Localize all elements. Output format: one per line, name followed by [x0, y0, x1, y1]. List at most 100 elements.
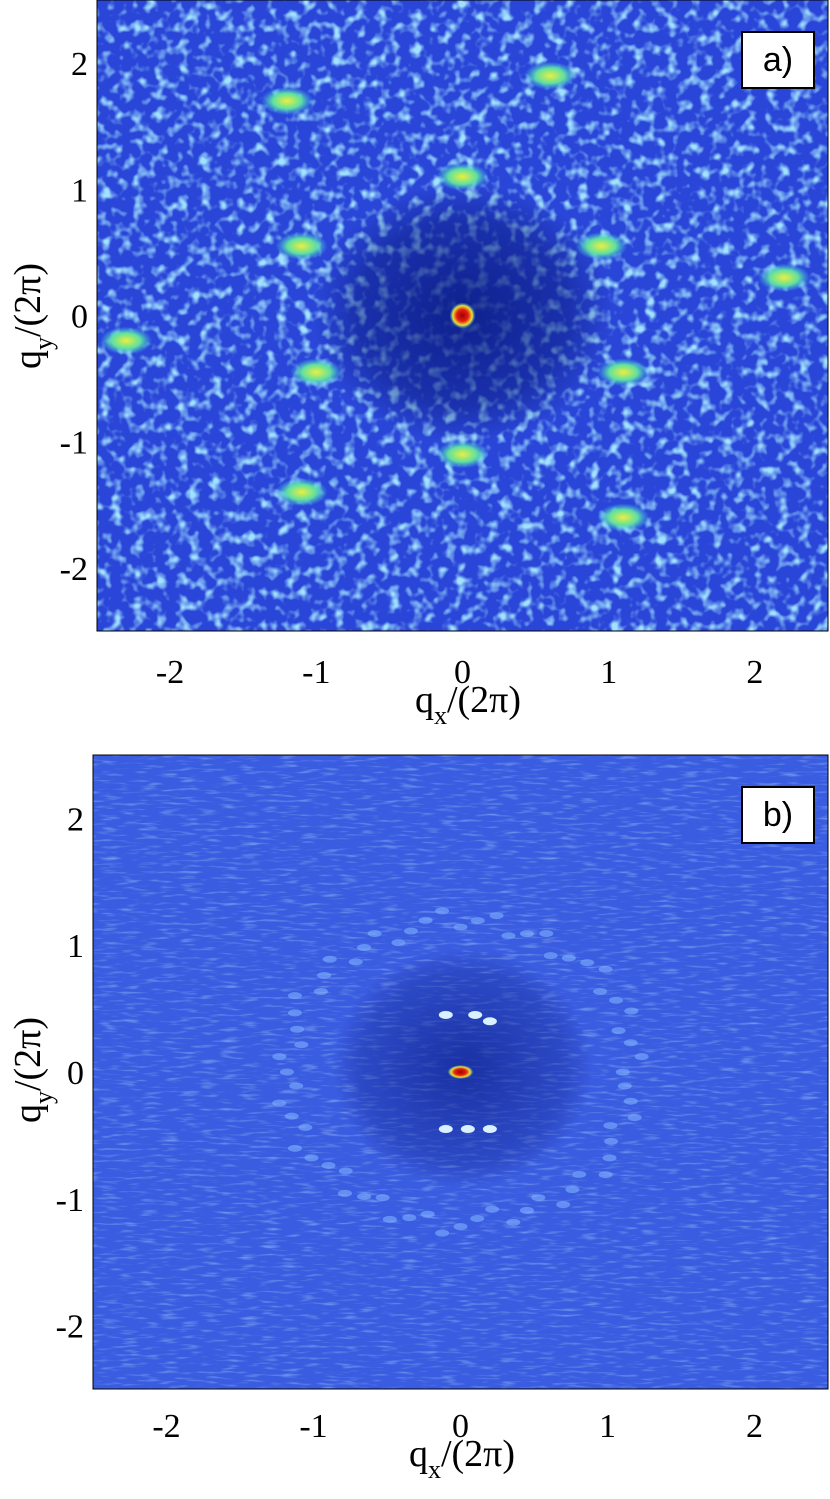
ring-speckle — [382, 1215, 397, 1223]
ring-speckle — [561, 954, 576, 962]
ring-speckle — [485, 1205, 500, 1213]
y-tick-label: -2 — [56, 1309, 84, 1346]
ring-speckle — [615, 1068, 630, 1076]
ring-speckle — [598, 965, 613, 973]
ring-speckle — [418, 916, 433, 924]
y-tick-label: 1 — [67, 928, 84, 965]
panel-label-b-box: b) — [741, 786, 815, 844]
ring-speckle — [506, 1218, 521, 1226]
ring-speckle — [357, 944, 372, 952]
central-peak-b — [447, 1065, 474, 1079]
ring-speckle — [289, 1082, 304, 1090]
y-tick-labels-b: 2 1 0 -1 -2 — [56, 801, 84, 1345]
x-tick-labels-a: -2 -1 0 1 2 — [156, 654, 763, 691]
frame-b — [92, 754, 829, 1390]
ring-speckle — [348, 958, 363, 966]
bright-spot — [436, 440, 489, 469]
ring-spots-b — [272, 907, 649, 1237]
x-tick-label: -1 — [302, 654, 330, 691]
ring-speckle — [598, 1171, 613, 1179]
y-axis-label-b: qy/(2π) — [7, 1017, 58, 1123]
inner-spot — [438, 1125, 453, 1134]
ring-speckle — [611, 1027, 626, 1035]
inner-spot — [460, 1125, 475, 1134]
bright-spots-a — [100, 61, 811, 532]
y-tick-label: 0 — [71, 299, 88, 336]
inner-spot — [482, 1017, 497, 1026]
bright-spot — [290, 358, 343, 387]
x-tick-label: 0 — [454, 654, 471, 691]
panel-a: a) 2 1 0 -1 -2 -2 -1 0 1 2 qx/(2π) qy/(2π) — [7, 0, 829, 730]
ring-speckle — [609, 996, 624, 1004]
x-tick-label: -2 — [152, 1408, 180, 1445]
ring-speckle — [435, 907, 450, 915]
bright-spot — [597, 503, 650, 532]
x-tick-labels-b: -2 -1 0 1 2 — [152, 1408, 763, 1445]
bright-spot — [524, 61, 577, 90]
ring-speckle — [501, 932, 516, 940]
x-tick-label: 0 — [452, 1408, 469, 1445]
bright-spot — [100, 326, 153, 355]
ring-speckle — [287, 1009, 302, 1017]
ring-speckle — [539, 930, 554, 938]
ring-speckle — [634, 1053, 649, 1061]
heatmap-a — [97, 0, 828, 631]
ring-speckle — [279, 1068, 294, 1076]
x-axis-label-b: qx/(2π) — [409, 1433, 515, 1484]
ring-speckle — [556, 1201, 571, 1209]
ring-speckle — [313, 988, 328, 996]
y-axis-label-a: qy/(2π) — [7, 263, 58, 369]
ring-speckle — [403, 927, 418, 935]
ring-speckle — [602, 1154, 617, 1162]
ring-speckle — [322, 955, 337, 963]
ring-speckle — [298, 1123, 313, 1131]
ring-speckle — [272, 1099, 287, 1107]
bright-spot — [261, 86, 314, 115]
x-tick-label: -1 — [299, 1408, 327, 1445]
ring-speckle — [272, 1053, 287, 1061]
x-tick-label: 2 — [746, 1408, 763, 1445]
panel-label-a-box: a) — [741, 31, 815, 89]
ring-speckle — [402, 1214, 417, 1222]
panel-b: b) 2 1 0 -1 -2 -2 -1 0 1 2 qx/(2π) qy/(2π) — [7, 754, 829, 1484]
ring-speckle — [338, 1189, 353, 1197]
ring-speckle — [572, 1170, 587, 1178]
inner-spots-b — [438, 1010, 497, 1134]
inner-spot — [468, 1010, 483, 1019]
inner-spot — [438, 1010, 453, 1019]
ring-speckle — [470, 917, 485, 925]
panel-label-b: b) — [763, 796, 793, 834]
inner-spot — [482, 1125, 497, 1134]
ring-speckle — [470, 1215, 485, 1223]
panel-label-a: a) — [763, 41, 793, 79]
ring-speckle — [623, 1039, 638, 1047]
ring-speckle — [338, 1167, 353, 1175]
ring-speckle — [357, 1192, 372, 1200]
x-tick-label: -2 — [156, 654, 184, 691]
y-tick-label: -2 — [60, 551, 88, 588]
bright-spot — [575, 232, 628, 261]
x-tick-label: 1 — [599, 1408, 616, 1445]
ring-speckle — [420, 1210, 435, 1218]
y-tick-labels-a: 2 1 0 -1 -2 — [60, 46, 88, 588]
ring-speckle — [317, 971, 332, 979]
x-axis-label-a: qx/(2π) — [415, 679, 521, 730]
ring-speckle — [531, 1194, 546, 1202]
ring-speckle — [284, 1112, 299, 1120]
ring-speckle — [287, 992, 302, 1000]
ring-speckle — [367, 930, 382, 938]
ring-speckle — [519, 930, 534, 938]
ring-speckle — [391, 939, 406, 947]
bright-spot — [597, 358, 650, 387]
x-tick-label: 1 — [600, 654, 617, 691]
bright-spot — [275, 232, 328, 261]
y-tick-label: 2 — [67, 801, 84, 838]
x-tick-label: 2 — [746, 654, 763, 691]
ring-speckle — [304, 1154, 319, 1162]
ring-speckle — [519, 1206, 534, 1214]
y-tick-label: -1 — [60, 425, 88, 462]
ring-speckle — [580, 959, 595, 967]
y-tick-label: 2 — [71, 46, 88, 83]
ring-speckle — [321, 1161, 336, 1169]
